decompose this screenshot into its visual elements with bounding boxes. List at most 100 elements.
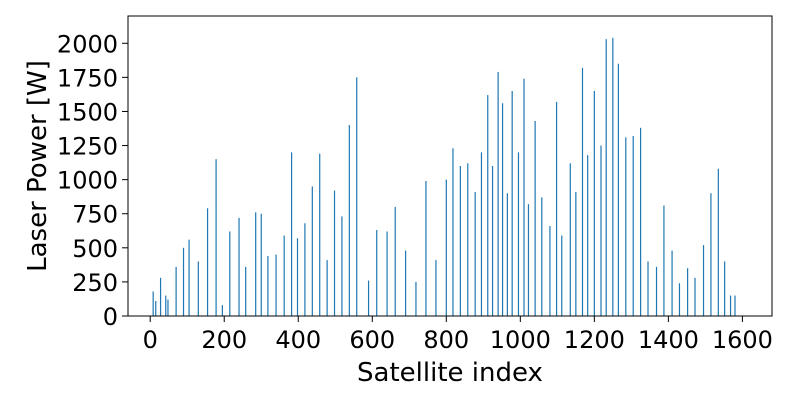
x-tick-label: 600 [349, 326, 395, 354]
bar [283, 235, 285, 316]
bar [415, 281, 417, 316]
bar [367, 280, 370, 316]
plot-frame [127, 15, 773, 317]
bar-series [152, 37, 736, 317]
bar [678, 283, 681, 316]
bar [229, 231, 231, 316]
x-tick-label: 400 [275, 326, 321, 354]
bar [501, 103, 504, 317]
y-tick-label: 1750 [57, 64, 118, 92]
bar [506, 193, 508, 316]
bar [593, 91, 595, 316]
bar [663, 205, 665, 316]
bar [245, 266, 247, 316]
x-tick-label: 1200 [564, 326, 625, 354]
y-axis-label: Laser Power [W] [23, 60, 53, 272]
x-tick-label: 200 [201, 326, 247, 354]
y-tick-label: 1000 [57, 167, 118, 195]
bar [386, 231, 388, 316]
bar [724, 261, 726, 316]
x-tick-label: 0 [143, 326, 158, 354]
y-tick-label: 750 [72, 201, 118, 229]
bar [694, 277, 696, 316]
bar [717, 168, 719, 316]
bar [341, 216, 343, 316]
bar [260, 213, 262, 316]
bar [600, 145, 602, 316]
bar [452, 148, 454, 316]
x-axis-label: Satellite index [357, 358, 543, 388]
bar [459, 166, 461, 316]
bar [647, 261, 649, 316]
bar [702, 245, 705, 316]
y-tick-label: 0 [103, 303, 118, 331]
bar [376, 230, 378, 316]
bar [480, 152, 483, 316]
x-tick-label: 800 [423, 326, 469, 354]
bar [159, 277, 162, 316]
bar [348, 125, 350, 316]
bar [617, 63, 619, 317]
bar [333, 190, 336, 316]
bar [655, 266, 658, 316]
y-tick-label: 2000 [57, 30, 118, 58]
bar [267, 256, 269, 316]
bar [632, 136, 634, 316]
bar [541, 197, 543, 316]
bar [445, 179, 447, 316]
bar [491, 166, 494, 316]
bar [581, 67, 584, 316]
bar [435, 260, 437, 316]
bar [549, 226, 551, 316]
bar [625, 137, 627, 316]
bar [238, 217, 240, 316]
bar [155, 301, 157, 316]
y-axis: 0 250 500 750 1000 1250 1500 1750 2000 [57, 30, 128, 331]
bar [275, 254, 277, 316]
bar [394, 206, 396, 316]
bar [511, 91, 513, 316]
bar [206, 208, 209, 316]
bar [587, 155, 589, 316]
bar [255, 212, 257, 316]
bar [356, 77, 358, 316]
bar [612, 37, 614, 316]
bar [640, 127, 642, 316]
bar [687, 268, 689, 316]
bar [487, 95, 489, 316]
bar [534, 121, 536, 316]
bar [561, 235, 563, 316]
bar [197, 261, 199, 316]
bar [605, 39, 607, 317]
x-tick-label: 1600 [712, 326, 773, 354]
y-tick-label: 1500 [57, 98, 118, 126]
bar [671, 250, 673, 316]
bar [175, 266, 177, 316]
bar [527, 204, 530, 316]
bar [555, 101, 558, 316]
bar [188, 239, 190, 316]
bar [523, 78, 525, 316]
bar [296, 238, 299, 316]
bar [182, 247, 185, 316]
bar [734, 295, 736, 316]
x-tick-label: 1400 [638, 326, 699, 354]
bar [215, 159, 217, 316]
bar [167, 299, 169, 316]
bar [221, 305, 223, 316]
y-tick-label: 1250 [57, 133, 118, 161]
bar [404, 250, 407, 316]
bar [497, 71, 499, 316]
bar [165, 295, 167, 316]
bar [304, 223, 306, 316]
bar [729, 295, 732, 316]
bar [710, 193, 712, 316]
bar [474, 191, 476, 316]
bar [152, 291, 154, 316]
bar [290, 152, 293, 316]
bar [425, 181, 427, 316]
bar [319, 153, 321, 316]
bar [575, 191, 577, 316]
bar [467, 163, 469, 316]
